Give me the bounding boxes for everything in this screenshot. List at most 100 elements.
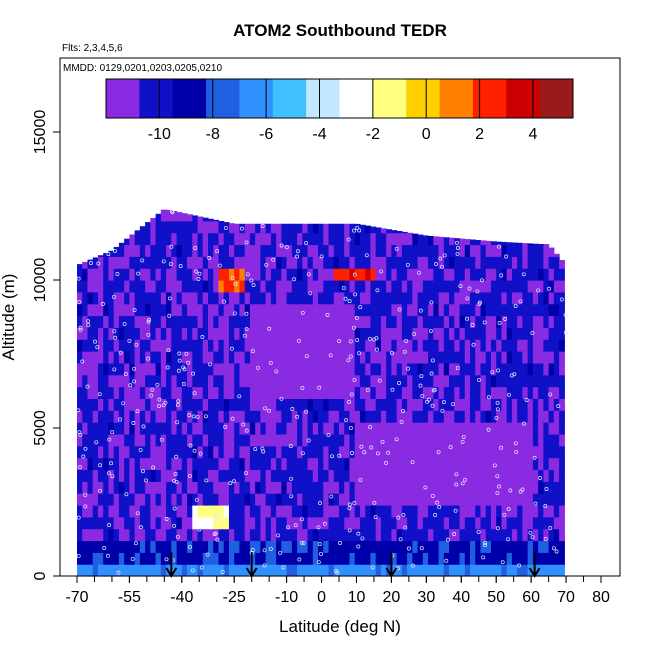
heatmap-cell <box>359 280 366 293</box>
sample-point <box>195 414 200 419</box>
heatmap-cell <box>228 457 235 471</box>
heatmap-cell <box>281 504 288 518</box>
heatmap-cell <box>139 374 146 388</box>
heatmap-cell <box>129 303 136 317</box>
heatmap-cell <box>517 445 523 459</box>
heatmap-cell <box>401 433 408 447</box>
heatmap-cell <box>501 280 508 293</box>
heatmap-cell <box>92 552 99 565</box>
heatmap-cell <box>286 362 293 376</box>
sample-point <box>112 367 117 372</box>
heatmap-cell <box>543 386 550 399</box>
heatmap-cell <box>365 303 372 317</box>
heatmap-cell <box>239 457 246 471</box>
heatmap-cell <box>480 445 487 459</box>
heatmap-cell <box>286 516 293 530</box>
heatmap-cell <box>443 351 450 364</box>
heatmap-cell <box>386 362 392 376</box>
heatmap-cell <box>522 528 529 542</box>
heatmap-cell <box>244 540 251 553</box>
sample-point <box>502 512 507 517</box>
heatmap-cell <box>92 268 99 281</box>
heatmap-cell <box>438 552 445 565</box>
heatmap-cell <box>475 268 482 281</box>
heatmap-cell <box>176 445 183 459</box>
heatmap-cell <box>349 327 356 340</box>
heatmap-cell <box>139 256 146 269</box>
heatmap-cell <box>459 280 466 293</box>
heatmap-cell <box>181 564 188 577</box>
heatmap-cell <box>559 374 565 388</box>
colorbar: -10 -8 -6 -4 -2 0 2 4 <box>105 78 574 143</box>
sample-point <box>495 490 500 495</box>
heatmap-cell <box>255 244 261 257</box>
heatmap-cell <box>218 315 225 328</box>
heatmap-cell <box>171 457 178 471</box>
heatmap-cell <box>370 516 377 530</box>
heatmap-cell <box>312 280 319 293</box>
heatmap-cell <box>386 291 392 305</box>
heatmap-cell <box>517 362 523 376</box>
heatmap-cell <box>270 315 277 328</box>
heatmap-cell <box>249 374 256 388</box>
heatmap-cell <box>433 351 440 364</box>
heatmap-cell <box>375 303 382 317</box>
heatmap-cell <box>318 362 324 376</box>
sample-point <box>347 502 352 507</box>
heatmap-cell <box>428 481 434 494</box>
heatmap-cell <box>543 291 550 305</box>
heatmap-cell <box>417 528 424 542</box>
sample-point <box>512 372 517 377</box>
heatmap-cell <box>276 339 282 352</box>
heatmap-cell <box>77 540 83 553</box>
heatmap-cell <box>307 422 314 435</box>
sample-point <box>175 403 180 408</box>
heatmap-cell <box>307 528 314 542</box>
sample-point <box>359 444 364 449</box>
heatmap-cell <box>297 291 303 305</box>
heatmap-cell <box>145 564 151 577</box>
sample-point <box>398 537 403 542</box>
heatmap-cell <box>532 457 539 471</box>
heatmap-cell <box>412 540 419 553</box>
heatmap-cell <box>223 433 230 447</box>
heatmap-cell <box>318 493 324 506</box>
heatmap-cell <box>532 339 539 352</box>
sample-point <box>319 254 324 259</box>
heatmap-cell <box>92 291 99 305</box>
heatmap-cell <box>197 552 204 565</box>
heatmap-cell <box>490 410 497 423</box>
heatmap-cell <box>480 493 487 506</box>
sample-point <box>112 329 117 334</box>
heatmap-cell <box>171 504 178 518</box>
heatmap-cell <box>559 422 565 435</box>
heatmap-cell <box>475 481 482 494</box>
heatmap-cell <box>87 410 94 423</box>
heatmap-cell <box>160 303 167 317</box>
sample-point <box>214 519 219 524</box>
heatmap-cell <box>171 327 178 340</box>
heatmap-cell <box>97 398 104 411</box>
sample-point <box>304 409 309 414</box>
heatmap-cell <box>422 410 429 423</box>
heatmap-cell <box>270 244 277 257</box>
heatmap-cell <box>118 469 125 482</box>
sample-point <box>486 427 491 432</box>
x-tick-label: -55 <box>118 589 141 606</box>
heatmap-cell <box>255 232 261 246</box>
heatmap-cell <box>244 327 251 340</box>
heatmap-cell <box>354 280 361 293</box>
heatmap-cell <box>291 315 298 328</box>
sample-point <box>348 425 353 430</box>
heatmap-cell <box>192 540 199 553</box>
heatmap-cell <box>213 244 220 257</box>
heatmap-cell <box>197 564 204 577</box>
sample-point <box>101 302 105 306</box>
sample-point <box>496 368 500 373</box>
heatmap-cell <box>134 362 141 376</box>
sample-point <box>299 540 304 545</box>
heatmap-cell <box>344 493 351 506</box>
heatmap-cell <box>401 362 408 376</box>
heatmap-cell <box>155 552 162 565</box>
heatmap-cell <box>496 339 503 352</box>
